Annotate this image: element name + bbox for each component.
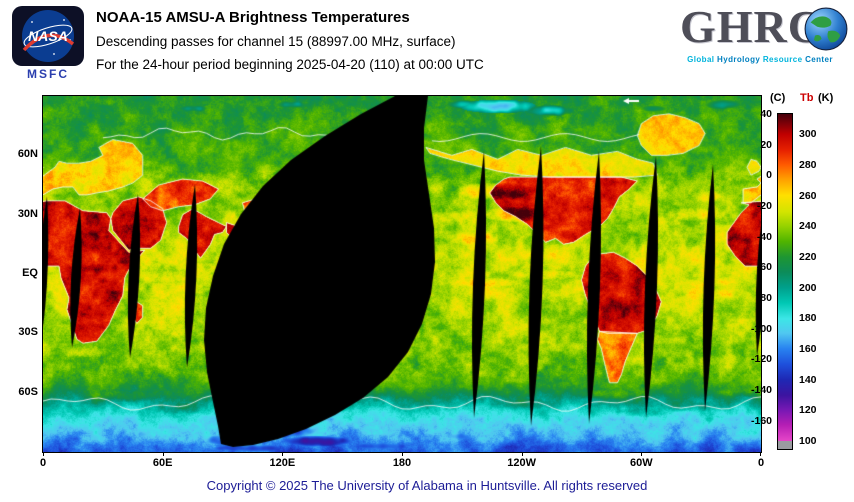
ghrc-tagline-word: Center — [802, 55, 833, 64]
colorbar — [777, 113, 793, 450]
celsius-tick-label: -100 — [750, 322, 772, 335]
lon-tick-label: 120W — [507, 457, 537, 469]
subtitle-channel: Descending passes for channel 15 (88997.… — [96, 34, 456, 49]
lat-axis: 60N 30N EQ 30S 60S — [5, 96, 38, 452]
lon-tick-label: 0 — [39, 457, 47, 469]
kelvin-tick-label: 100 — [799, 435, 817, 447]
colorbar-units: (C) Tb (K) — [748, 92, 852, 106]
celsius-tick-label: 40 — [760, 108, 772, 120]
kelvin-tick-label: 280 — [799, 158, 817, 171]
brightness-temperature-map — [42, 95, 762, 453]
lon-tick-mark — [402, 453, 403, 456]
celsius-tick-label: -80 — [756, 292, 772, 305]
lon-tick-label: 60W — [630, 457, 653, 469]
colorbar-celsius-unit-label: (C) — [770, 92, 786, 104]
lon-tick-label: 60E — [152, 457, 173, 469]
celsius-tick-label: 0 — [766, 169, 772, 182]
kelvin-tick-label: 160 — [799, 342, 817, 355]
lon-tick-label: 180 — [392, 457, 412, 469]
ghrc-tagline-word: Hydrology — [714, 55, 761, 64]
lon-tick-mark — [43, 453, 44, 456]
kelvin-tick-label: 260 — [799, 189, 817, 202]
celsius-tick-label: -20 — [756, 200, 772, 213]
lat-tick-label: 60N — [17, 148, 38, 161]
lat-tick-label: EQ — [22, 267, 38, 279]
ghrc-tagline: Global Hydrology Resource Center — [672, 55, 848, 64]
kelvin-tick-label: 120 — [799, 404, 817, 417]
kelvin-tick-label: 220 — [799, 250, 817, 263]
kelvin-tick-label: 240 — [799, 220, 817, 233]
lon-axis: 0 60E 120E 180 120W 60W 0 — [40, 453, 764, 471]
lon-tick-mark — [641, 453, 643, 456]
lon-tick-label: 0 — [757, 457, 765, 469]
ghrc-logo: GHRC Global Hydrology Resource Center — [672, 4, 848, 78]
colorbar-tb-label: Tb — [800, 92, 814, 104]
kelvin-tick-label: 300 — [799, 128, 817, 141]
kelvin-tick-label: 200 — [799, 281, 817, 294]
ghrc-globe-icon — [804, 7, 848, 51]
kelvin-tick-label: 140 — [799, 373, 817, 386]
msfc-label: MSFC — [27, 67, 69, 81]
celsius-tick-label: -120 — [750, 353, 772, 366]
celsius-tick-label: -160 — [750, 414, 772, 427]
colorbar-kelvin-scale: 300 280 260 240 220 200 180 160 140 120 100 — [797, 114, 837, 451]
colorbar-below-range-segment — [778, 441, 792, 449]
kelvin-tick-label: 180 — [799, 312, 817, 325]
celsius-tick-label: -140 — [750, 384, 772, 397]
lon-tick-mark — [162, 453, 164, 456]
ghrc-acronym: GHRC — [680, 1, 822, 52]
nasa-logo-icon: NASA — [12, 6, 84, 66]
celsius-tick-label: -40 — [756, 230, 772, 243]
nasa-logo: NASA MSFC — [12, 6, 84, 81]
celsius-tick-label: -60 — [756, 261, 772, 274]
lat-tick-label: 30N — [17, 207, 38, 220]
lat-tick-label: 60S — [18, 385, 38, 398]
ghrc-tagline-word: Resource — [760, 55, 803, 64]
colorbar-kelvin-unit-label: (K) — [818, 92, 834, 104]
subtitle-period: For the 24-hour period beginning 2025-04… — [96, 57, 484, 72]
page-title: NOAA-15 AMSU-A Brightness Temperatures — [96, 9, 410, 26]
map-area: 60N 30N EQ 30S 60S 0 60E 120E 180 120W 60W 0 — [18, 95, 764, 471]
lat-tick-label: 30S — [18, 326, 38, 339]
lon-tick-label: 120E — [269, 457, 296, 469]
lon-tick-mark — [760, 453, 761, 456]
copyright: Copyright © 2025 The University of Alaba… — [206, 478, 648, 493]
nasa-insignia-text: NASA — [28, 28, 68, 44]
colorbar-gradient — [778, 114, 792, 441]
lon-tick-mark — [282, 453, 284, 456]
lon-tick-mark — [521, 453, 523, 456]
colorbar-celsius-scale: 40 20 0 -20 -40 -60 -80 -100 -120 -140 -160 — [736, 108, 774, 451]
ghrc-tagline-word: Global — [687, 55, 715, 64]
celsius-tick-label: 20 — [760, 138, 772, 151]
